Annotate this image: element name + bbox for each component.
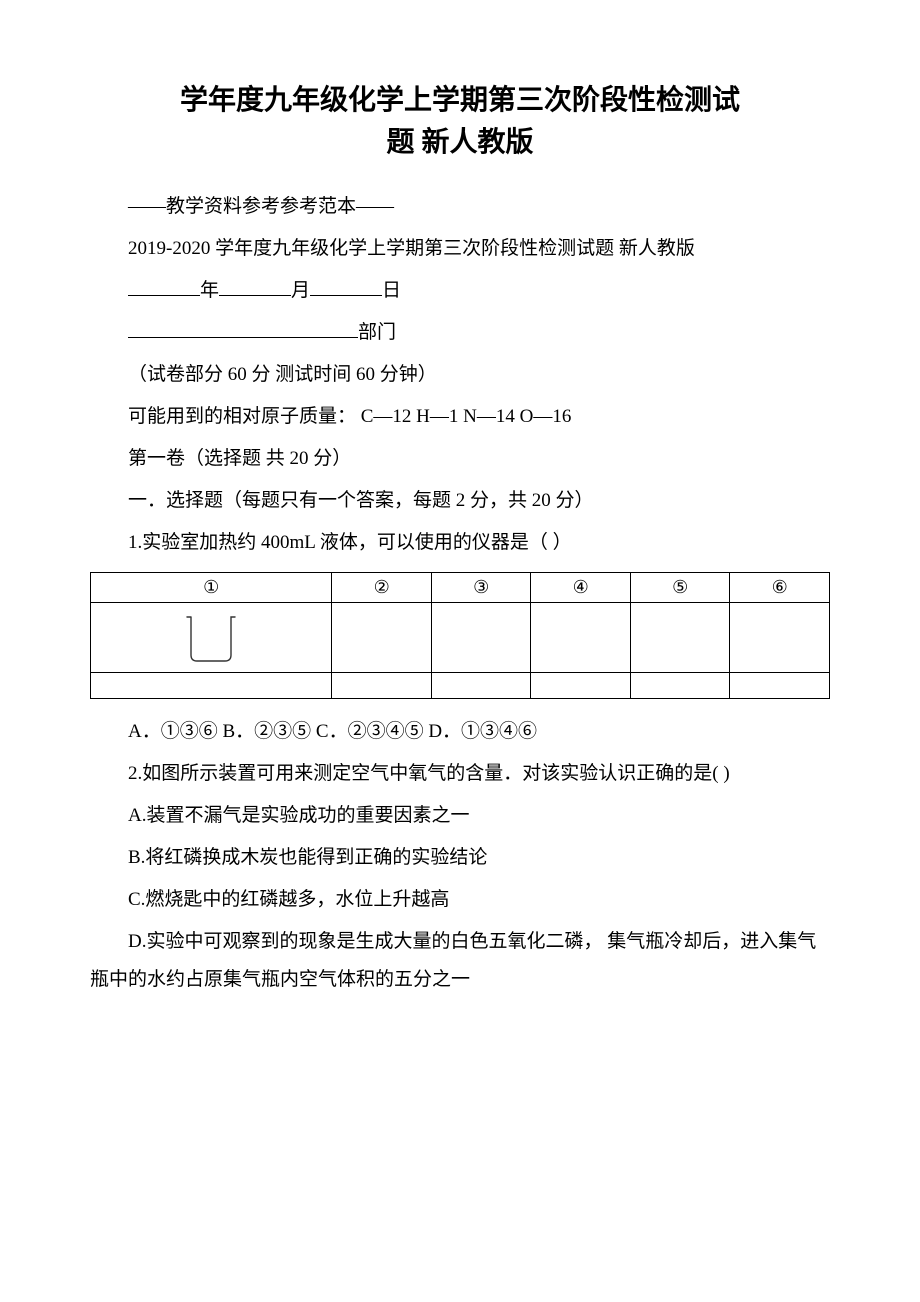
page-title: 学年度九年级化学上学期第三次阶段性检测试 题 新人教版 [90, 80, 830, 164]
table-row [91, 603, 830, 673]
date-line: 年月日 [90, 272, 830, 310]
table-header-cell: ⑥ [730, 573, 830, 603]
table-image-cell [531, 603, 631, 673]
table-header-cell: ① [91, 573, 332, 603]
table-blank-cell [332, 673, 432, 699]
q1-options: A．①③⑥ B．②③⑤ C．②③④⑤ D．①③④⑥ [90, 713, 830, 751]
table-header-cell: ③ [431, 573, 531, 603]
table-image-cell [431, 603, 531, 673]
full-title: 2019-2020 学年度九年级化学上学期第三次阶段性检测试题 新人教版 [90, 230, 830, 268]
exam-info: （试卷部分 60 分 测试时间 60 分钟） [90, 356, 830, 394]
table-blank-cell [431, 673, 531, 699]
dept-line: 部门 [90, 314, 830, 352]
q2-option-c: C.燃烧匙中的红磷越多，水位上升越高 [90, 881, 830, 919]
q1-stem: 1.实验室加热约 400mL 液体，可以使用的仪器是（ ） [90, 524, 830, 562]
section-1-header: 第一卷（选择题 共 20 分） [90, 440, 830, 478]
day-label: 日 [382, 280, 401, 301]
table-header-cell: ④ [531, 573, 631, 603]
month-label: 月 [291, 280, 310, 301]
q2-option-a: A.装置不漏气是实验成功的重要因素之一 [90, 797, 830, 835]
table-image-cell [730, 603, 830, 673]
beaker-icon [95, 607, 327, 668]
q2-stem: 2.如图所示装置可用来测定空气中氧气的含量．对该实验认识正确的是( ) [90, 755, 830, 793]
section-1-intro: 一．选择题（每题只有一个答案，每题 2 分，共 20 分） [90, 482, 830, 520]
title-line-1: 学年度九年级化学上学期第三次阶段性检测试 [180, 85, 740, 116]
dept-blank[interactable] [128, 317, 358, 338]
title-line-2: 题 新人教版 [386, 127, 533, 158]
atomic-masses: 可能用到的相对原子质量： C—12 H—1 N—14 O—16 [90, 398, 830, 436]
table-image-cell [91, 603, 332, 673]
month-blank[interactable] [219, 275, 291, 296]
q1-table: ① ② ③ ④ ⑤ ⑥ [90, 572, 830, 699]
table-blank-cell [630, 673, 730, 699]
table-blank-cell [730, 673, 830, 699]
table-blank-cell [531, 673, 631, 699]
q2-option-b: B.将红磷换成木炭也能得到正确的实验结论 [90, 839, 830, 877]
table-row [91, 673, 830, 699]
table-header-cell: ⑤ [630, 573, 730, 603]
table-blank-cell [91, 673, 332, 699]
table-row: ① ② ③ ④ ⑤ ⑥ [91, 573, 830, 603]
table-header-cell: ② [332, 573, 432, 603]
year-blank[interactable] [128, 275, 200, 296]
q2-option-d: D.实验中可观察到的现象是生成大量的白色五氧化二磷， 集气瓶冷却后，进入集气瓶中… [90, 923, 830, 999]
dept-label: 部门 [358, 322, 396, 343]
day-blank[interactable] [310, 275, 382, 296]
table-image-cell [332, 603, 432, 673]
year-label: 年 [200, 280, 219, 301]
reference-header: ——教学资料参考参考范本—— [90, 188, 830, 226]
table-image-cell [630, 603, 730, 673]
